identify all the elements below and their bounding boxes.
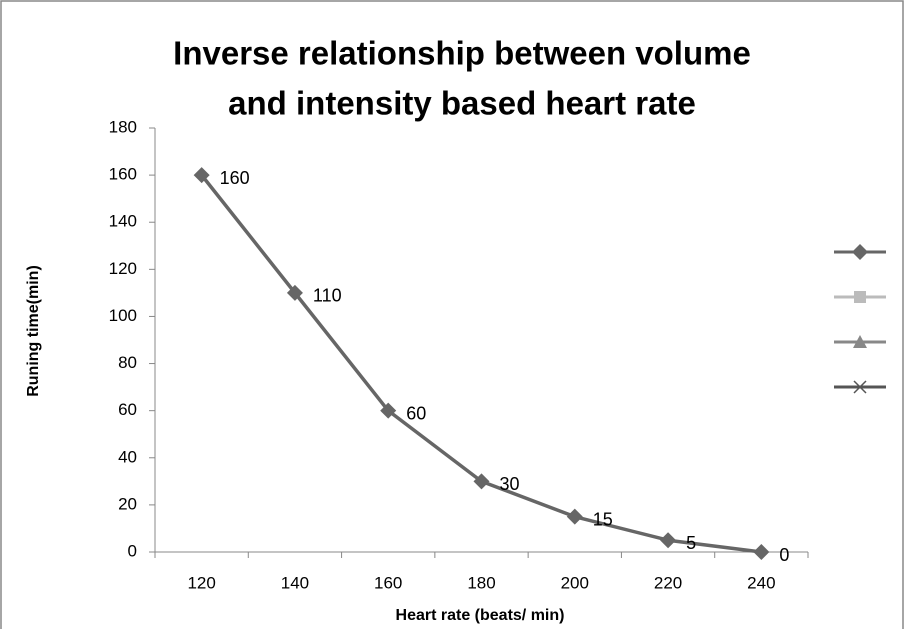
y-tick-label: 180 <box>109 117 137 136</box>
data-label: 0 <box>779 545 789 565</box>
marker <box>193 167 210 184</box>
y-tick-label: 20 <box>118 494 137 513</box>
y-tick-label: 120 <box>109 259 137 278</box>
x-tick-label: 220 <box>654 573 682 592</box>
y-tick-label: 0 <box>128 541 137 560</box>
y-tick-label: 40 <box>118 447 137 466</box>
marker <box>853 380 867 394</box>
x-tick-label: 180 <box>467 573 495 592</box>
data-label: 110 <box>313 286 342 306</box>
chart-title: and intensity based heart rate <box>228 85 696 122</box>
x-tick-label: 140 <box>281 573 309 592</box>
marker <box>853 335 867 348</box>
data-label: 15 <box>593 509 613 529</box>
data-label: 5 <box>686 533 696 553</box>
marker <box>286 284 303 301</box>
y-tick-label: 160 <box>109 165 137 184</box>
x-tick-label: 120 <box>187 573 215 592</box>
data-label: 60 <box>406 403 426 423</box>
marker <box>753 544 770 560</box>
marker <box>660 532 677 549</box>
y-tick-label: 60 <box>118 400 137 419</box>
data-label: 160 <box>220 168 250 188</box>
marker <box>852 244 868 260</box>
data-label: 30 <box>500 474 520 494</box>
marker <box>854 291 866 303</box>
x-tick-label: 160 <box>374 573 402 592</box>
x-axis-title: Heart rate (beats/ min) <box>396 607 565 624</box>
y-axis-title: Runing time(min) <box>25 265 42 397</box>
y-tick-label: 100 <box>109 306 137 325</box>
x-tick-label: 200 <box>561 573 589 592</box>
y-tick-label: 140 <box>109 212 137 231</box>
marker <box>380 402 397 419</box>
marker <box>473 473 490 490</box>
y-tick-label: 80 <box>118 353 137 372</box>
marker <box>566 508 583 525</box>
chart-title: Inverse relationship between volume <box>173 35 751 72</box>
x-tick-label: 240 <box>747 573 775 592</box>
